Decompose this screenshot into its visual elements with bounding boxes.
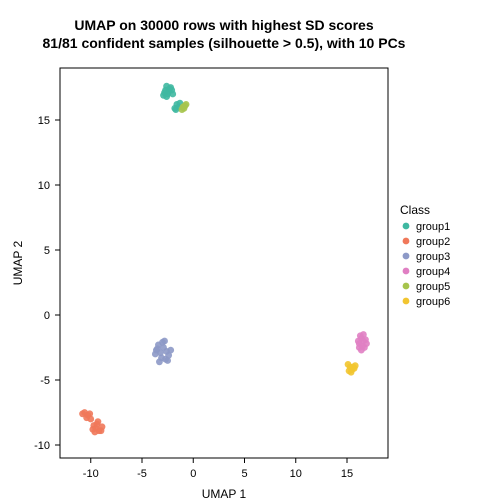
- x-tick-label: 0: [190, 468, 196, 480]
- y-tick-label: -5: [40, 375, 50, 387]
- chart-title-line1: UMAP on 30000 rows with highest SD score…: [74, 17, 373, 33]
- point: [360, 331, 367, 338]
- point: [91, 429, 98, 436]
- point: [172, 106, 179, 113]
- point: [163, 93, 170, 100]
- legend-label: group4: [416, 266, 450, 278]
- legend-marker: [403, 223, 410, 230]
- legend-title: Class: [400, 203, 430, 217]
- y-axis-label: UMAP 2: [11, 240, 25, 285]
- point: [169, 91, 176, 98]
- x-tick-label: 10: [290, 468, 302, 480]
- legend-marker: [403, 283, 410, 290]
- point: [167, 347, 174, 354]
- legend-label: group5: [416, 281, 450, 293]
- x-tick-label: -10: [83, 468, 99, 480]
- point: [356, 344, 363, 351]
- point: [164, 357, 171, 364]
- legend-marker: [403, 238, 410, 245]
- legend-label: group3: [416, 251, 450, 263]
- y-tick-label: 5: [44, 245, 50, 257]
- legend-label: group6: [416, 296, 450, 308]
- y-tick-label: 10: [38, 180, 50, 192]
- point: [355, 338, 362, 345]
- point: [87, 416, 94, 423]
- point: [350, 364, 357, 371]
- x-tick-label: -5: [137, 468, 147, 480]
- x-axis-label: UMAP 1: [202, 487, 247, 501]
- point: [153, 347, 160, 354]
- y-tick-label: 15: [38, 115, 50, 127]
- y-tick-label: -10: [34, 440, 50, 452]
- legend-marker: [403, 253, 410, 260]
- point: [183, 101, 190, 108]
- point: [99, 423, 106, 430]
- legend-label: group1: [416, 221, 450, 233]
- point: [161, 338, 168, 345]
- x-tick-label: 5: [241, 468, 247, 480]
- point: [156, 358, 163, 365]
- umap-scatter-chart: UMAP on 30000 rows with highest SD score…: [0, 0, 504, 504]
- legend-marker: [403, 298, 410, 305]
- point: [162, 87, 169, 94]
- y-tick-label: 0: [44, 310, 50, 322]
- chart-title-line2: 81/81 confident samples (silhouette > 0.…: [43, 35, 406, 51]
- legend-marker: [403, 268, 410, 275]
- legend-label: group2: [416, 236, 450, 248]
- x-tick-label: 15: [341, 468, 353, 480]
